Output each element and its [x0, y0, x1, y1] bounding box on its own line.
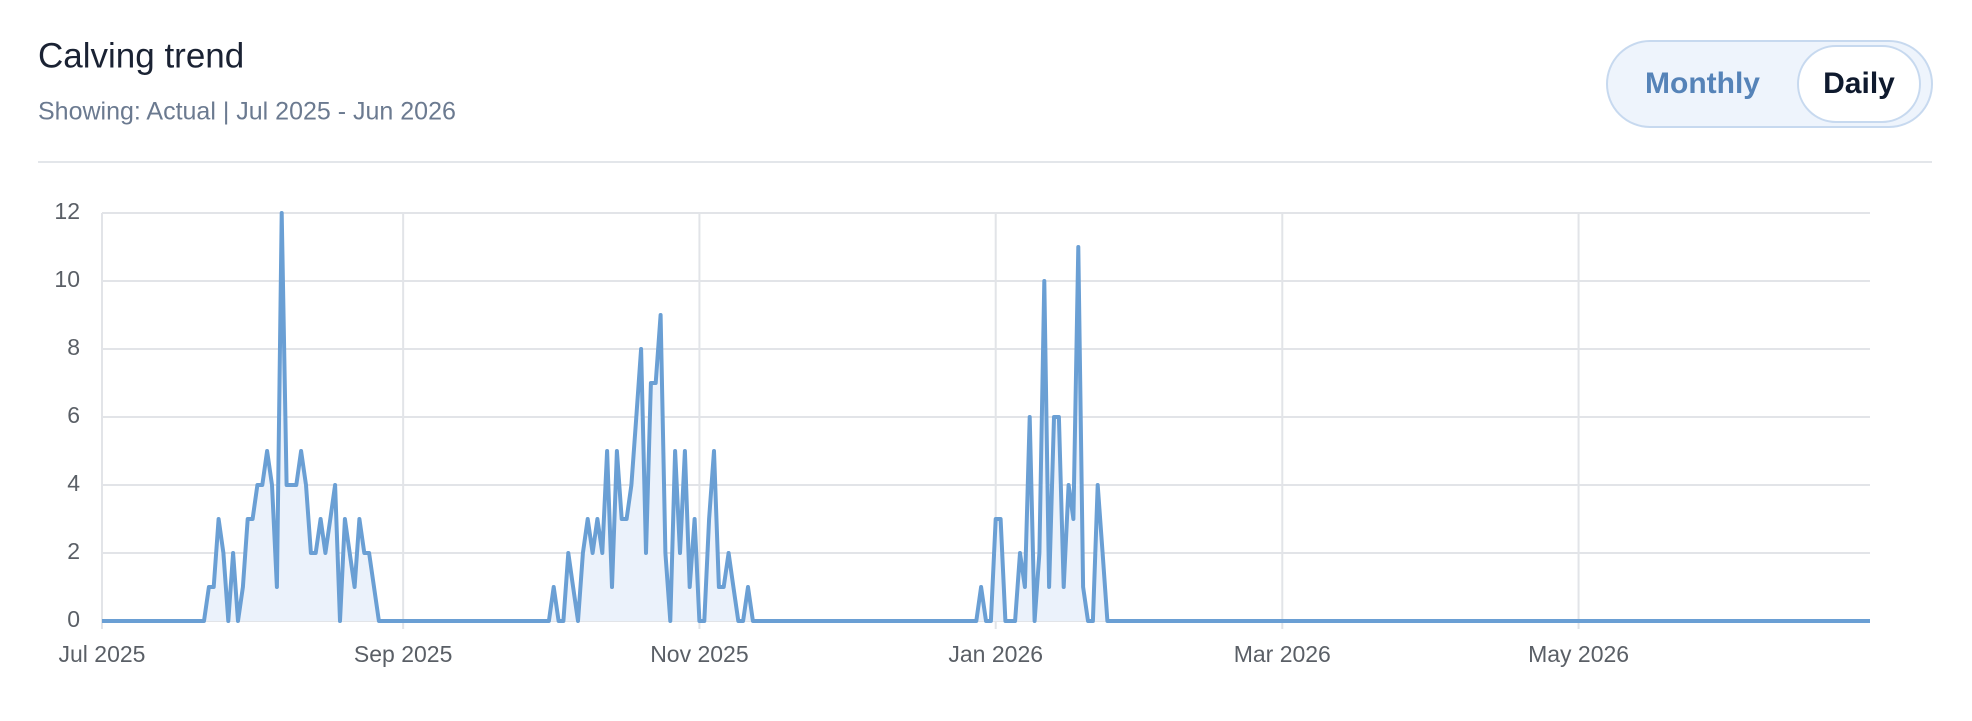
toggle-label[interactable]: Daily — [1823, 67, 1895, 100]
chart-subtitle: Showing: Actual | Jul 2025 - Jun 2026 — [38, 98, 456, 126]
x-tick-label: Nov 2025 — [650, 641, 748, 667]
y-tick-label: 6 — [67, 402, 80, 428]
y-tick-label: 12 — [54, 198, 80, 224]
y-tick-label: 8 — [67, 334, 80, 360]
y-tick-label: 0 — [67, 606, 80, 632]
toggle-button[interactable] — [1797, 45, 1921, 123]
line — [102, 211, 1870, 623]
x-tick-label: Jan 2026 — [948, 641, 1043, 667]
x-tick-label: Sep 2025 — [354, 641, 452, 667]
x-tick-label: May 2026 — [1528, 641, 1629, 667]
x-tick-label: Mar 2026 — [1234, 641, 1331, 667]
chart-title: Calving trend — [38, 36, 244, 75]
y-tick-label: 10 — [54, 266, 80, 292]
y-tick-label: 2 — [67, 538, 80, 564]
x-tick-label: Jul 2025 — [59, 641, 146, 667]
toggle-label[interactable]: Monthly — [1645, 67, 1760, 100]
y-tick-label: 4 — [67, 470, 80, 496]
